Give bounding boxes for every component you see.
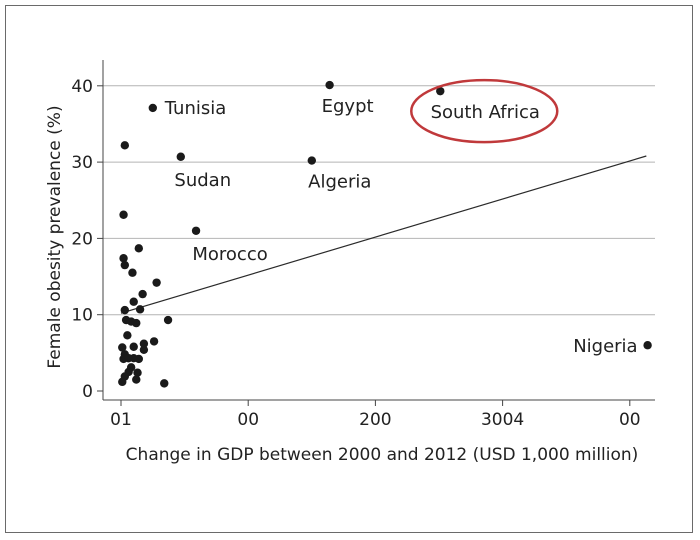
x-tick-label: 3004 <box>481 410 524 430</box>
data-point <box>119 210 128 219</box>
y-axis-title: Female obesity prevalence (%) <box>45 105 65 368</box>
data-point <box>132 318 141 328</box>
data-point <box>643 341 652 350</box>
data-point <box>176 152 185 161</box>
data-point <box>149 337 159 346</box>
chart-frame <box>5 5 693 533</box>
y-tick-label: 30 <box>71 153 93 173</box>
y-tick-label: 40 <box>71 77 93 97</box>
data-point <box>134 354 144 364</box>
point-label: Morocco <box>192 244 267 265</box>
data-point <box>118 343 127 352</box>
point-labels: Tunisia Egypt South Africa Sudan Algeria Moro… <box>164 96 638 357</box>
data-point <box>135 305 145 314</box>
point-label: Algeria <box>308 172 371 193</box>
data-point <box>120 141 130 150</box>
data-point <box>160 379 169 388</box>
data-point <box>123 331 132 340</box>
y-tick-label: 20 <box>71 229 93 249</box>
data-point <box>139 345 149 354</box>
data-point <box>191 226 201 235</box>
data-point <box>152 278 161 287</box>
point-label: South Africa <box>431 102 540 123</box>
data-point <box>163 315 173 325</box>
axes <box>102 60 655 401</box>
data-point <box>325 80 334 90</box>
gridlines <box>103 85 655 316</box>
data-point <box>120 260 130 270</box>
highlight-ellipse <box>410 78 559 144</box>
data-point <box>129 342 138 351</box>
data-point <box>139 339 149 348</box>
data-point <box>133 368 142 377</box>
data-point <box>132 375 141 384</box>
x-tick-label: 00 <box>619 410 641 430</box>
data-points <box>118 80 652 388</box>
point-label: Egypt <box>322 96 374 117</box>
data-point <box>134 244 144 253</box>
point-label: Tunisia <box>164 98 227 119</box>
x-tick-label: 200 <box>359 410 391 430</box>
trendline <box>120 155 647 314</box>
x-tick-label: 01 <box>110 410 132 430</box>
data-point <box>119 254 128 263</box>
data-point <box>129 297 138 306</box>
data-point <box>118 377 127 387</box>
point-label: Sudan <box>174 170 231 191</box>
data-point <box>307 156 316 165</box>
y-ticks: 0 10 20 30 40 <box>71 77 103 402</box>
x-tick-label: 00 <box>237 410 259 430</box>
trend-line <box>120 155 647 314</box>
highlight-layer <box>410 78 559 144</box>
data-point <box>128 268 137 277</box>
y-tick-label: 0 <box>82 382 93 402</box>
data-point <box>436 86 445 96</box>
x-axis-title: Change in GDP between 2000 and 2012 (USD… <box>126 445 639 465</box>
y-tick-label: 10 <box>71 306 93 326</box>
point-label: Nigeria <box>573 336 637 357</box>
data-point <box>138 289 147 299</box>
x-ticks: 01 00 200 3004 00 <box>110 400 641 430</box>
data-point <box>120 305 130 315</box>
data-point <box>148 103 157 113</box>
